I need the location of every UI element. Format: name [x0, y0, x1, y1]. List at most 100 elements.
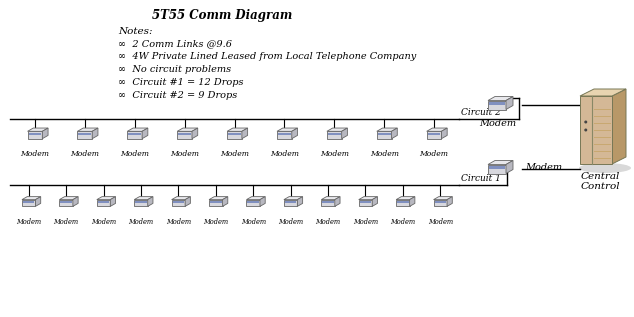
Text: Modem: Modem: [420, 150, 449, 158]
Polygon shape: [228, 133, 241, 135]
Polygon shape: [110, 197, 115, 206]
Polygon shape: [278, 133, 291, 135]
Text: Modem: Modem: [353, 218, 378, 226]
Polygon shape: [22, 200, 36, 206]
Polygon shape: [335, 197, 340, 206]
Polygon shape: [612, 89, 626, 164]
Polygon shape: [428, 133, 441, 135]
Polygon shape: [223, 197, 228, 206]
Polygon shape: [434, 200, 447, 206]
Text: Central
Control: Central Control: [580, 172, 620, 191]
Polygon shape: [410, 197, 415, 206]
Polygon shape: [447, 197, 452, 206]
Polygon shape: [247, 201, 259, 203]
Polygon shape: [42, 128, 48, 139]
Polygon shape: [327, 128, 347, 131]
Text: ∞  No circuit problems: ∞ No circuit problems: [118, 65, 231, 74]
Text: Modem: Modem: [391, 218, 415, 226]
Text: Modem: Modem: [525, 164, 562, 172]
Polygon shape: [377, 128, 398, 131]
Text: Circuit 1: Circuit 1: [461, 174, 501, 183]
Polygon shape: [73, 197, 78, 206]
Polygon shape: [488, 100, 506, 109]
Circle shape: [585, 120, 587, 124]
Text: ∞  Circuit #1 = 12 Drops: ∞ Circuit #1 = 12 Drops: [118, 78, 243, 87]
Polygon shape: [97, 200, 110, 206]
Polygon shape: [489, 102, 505, 105]
Text: Modem: Modem: [428, 218, 453, 226]
Polygon shape: [98, 201, 109, 203]
Polygon shape: [260, 197, 265, 206]
Polygon shape: [328, 133, 340, 135]
Polygon shape: [488, 96, 513, 100]
Polygon shape: [178, 131, 192, 139]
Polygon shape: [60, 197, 78, 200]
Polygon shape: [209, 197, 228, 200]
Polygon shape: [488, 160, 513, 165]
Text: Modem: Modem: [170, 150, 199, 158]
Polygon shape: [277, 131, 292, 139]
Polygon shape: [427, 131, 441, 139]
Polygon shape: [247, 197, 265, 200]
Polygon shape: [321, 197, 340, 200]
Polygon shape: [580, 89, 626, 96]
Polygon shape: [97, 197, 115, 200]
Polygon shape: [60, 200, 73, 206]
Polygon shape: [23, 201, 34, 203]
Polygon shape: [135, 201, 146, 203]
Polygon shape: [227, 128, 248, 131]
Text: Modem: Modem: [129, 218, 153, 226]
Polygon shape: [27, 131, 42, 139]
Polygon shape: [36, 197, 41, 206]
Polygon shape: [178, 128, 198, 131]
Polygon shape: [134, 197, 153, 200]
Polygon shape: [297, 197, 302, 206]
Polygon shape: [128, 133, 141, 135]
Polygon shape: [247, 200, 260, 206]
Polygon shape: [79, 133, 91, 135]
Polygon shape: [321, 200, 335, 206]
Polygon shape: [372, 197, 377, 206]
Polygon shape: [77, 128, 98, 131]
Text: Modem: Modem: [320, 150, 349, 158]
Polygon shape: [392, 128, 398, 139]
Polygon shape: [506, 96, 513, 109]
Polygon shape: [210, 201, 221, 203]
Text: Modem: Modem: [241, 218, 266, 226]
Polygon shape: [77, 131, 92, 139]
Text: Modem: Modem: [278, 218, 303, 226]
Text: Modem: Modem: [370, 150, 399, 158]
Polygon shape: [327, 131, 342, 139]
Polygon shape: [134, 200, 148, 206]
Text: Notes:: Notes:: [118, 27, 153, 36]
Polygon shape: [192, 128, 198, 139]
Polygon shape: [488, 165, 506, 173]
Polygon shape: [142, 128, 148, 139]
Polygon shape: [489, 166, 505, 169]
Text: Modem: Modem: [70, 150, 100, 158]
Polygon shape: [284, 200, 297, 206]
Polygon shape: [342, 128, 347, 139]
Text: ∞  4W Private Lined Leased from Local Telephone Company: ∞ 4W Private Lined Leased from Local Tel…: [118, 52, 417, 61]
Circle shape: [585, 128, 587, 132]
Polygon shape: [92, 128, 98, 139]
Polygon shape: [209, 200, 223, 206]
Polygon shape: [27, 128, 48, 131]
Polygon shape: [359, 201, 372, 203]
Polygon shape: [127, 128, 148, 131]
Text: Modem: Modem: [91, 218, 116, 226]
Polygon shape: [127, 131, 142, 139]
Text: Modem: Modem: [204, 218, 228, 226]
Polygon shape: [29, 133, 41, 135]
Text: Modem: Modem: [20, 150, 49, 158]
Polygon shape: [285, 201, 296, 203]
Text: ∞  2 Comm Links @9.6: ∞ 2 Comm Links @9.6: [118, 39, 232, 48]
Polygon shape: [60, 201, 72, 203]
Polygon shape: [396, 200, 410, 206]
Polygon shape: [441, 128, 447, 139]
Polygon shape: [292, 128, 297, 139]
Polygon shape: [242, 128, 248, 139]
Polygon shape: [22, 197, 41, 200]
Text: Modem: Modem: [16, 218, 41, 226]
Polygon shape: [172, 197, 190, 200]
